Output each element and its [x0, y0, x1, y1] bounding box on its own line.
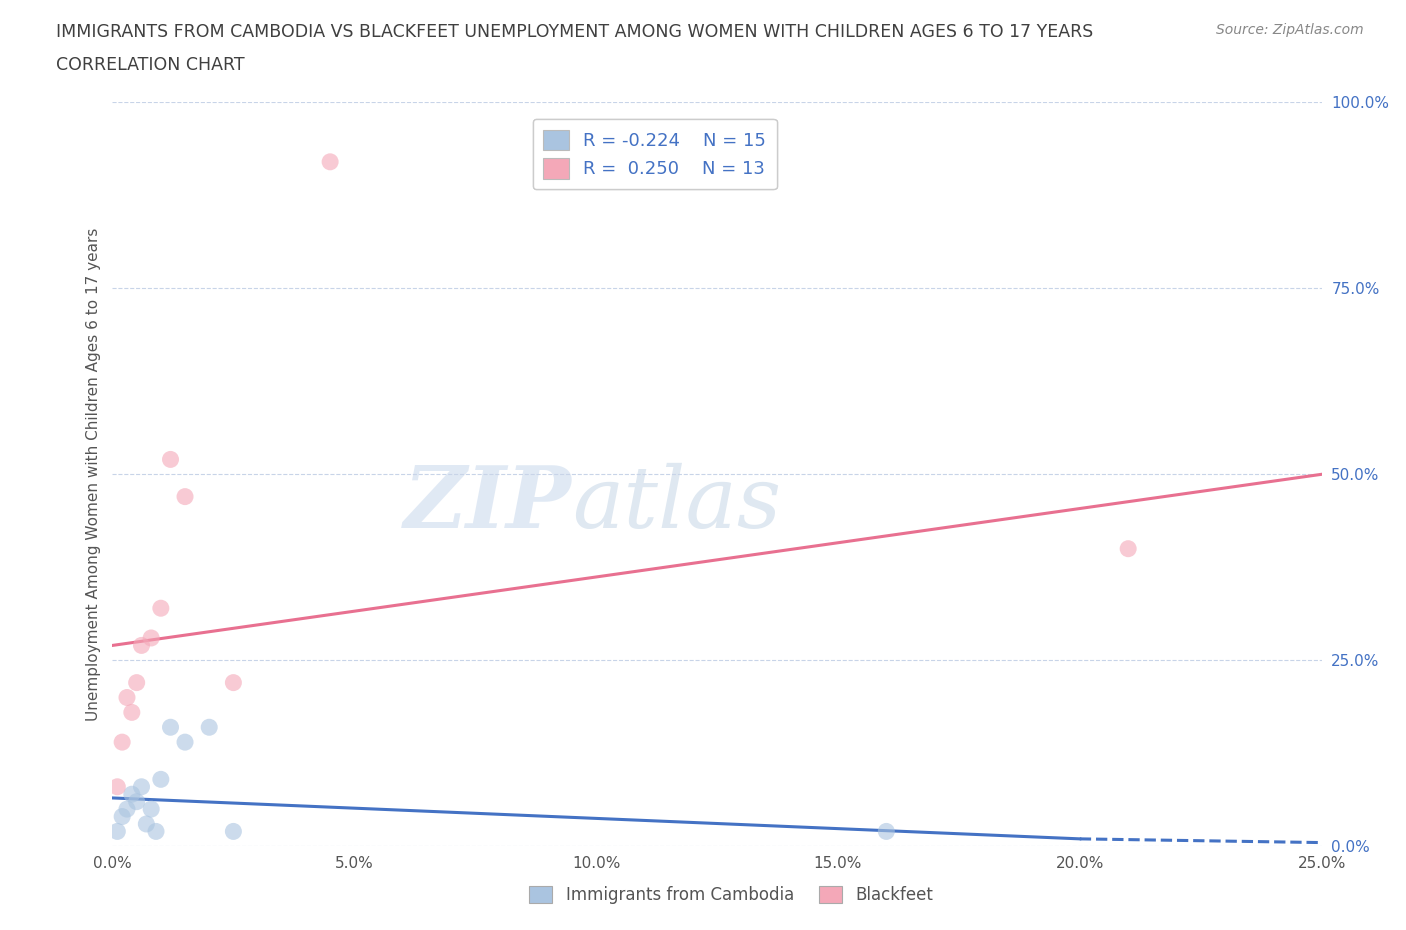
Point — [159, 452, 181, 467]
Point — [174, 735, 197, 750]
Point — [125, 794, 148, 809]
Text: CORRELATION CHART: CORRELATION CHART — [56, 56, 245, 73]
Point — [145, 824, 167, 839]
Point — [111, 809, 134, 824]
Point — [131, 638, 153, 653]
Point — [875, 824, 897, 839]
Point — [1116, 541, 1139, 556]
Point — [115, 690, 138, 705]
Point — [125, 675, 148, 690]
Text: atlas: atlas — [572, 463, 782, 545]
Point — [149, 601, 172, 616]
Point — [121, 705, 143, 720]
Point — [222, 824, 245, 839]
Point — [159, 720, 181, 735]
Point — [149, 772, 172, 787]
Point — [111, 735, 134, 750]
Point — [222, 675, 245, 690]
Point — [319, 154, 342, 169]
Text: IMMIGRANTS FROM CAMBODIA VS BLACKFEET UNEMPLOYMENT AMONG WOMEN WITH CHILDREN AGE: IMMIGRANTS FROM CAMBODIA VS BLACKFEET UN… — [56, 23, 1094, 41]
Y-axis label: Unemployment Among Women with Children Ages 6 to 17 years: Unemployment Among Women with Children A… — [86, 228, 101, 721]
Legend: R = -0.224    N = 15, R =  0.250    N = 13: R = -0.224 N = 15, R = 0.250 N = 13 — [533, 119, 778, 190]
Point — [115, 802, 138, 817]
Legend: Immigrants from Cambodia, Blackfeet: Immigrants from Cambodia, Blackfeet — [520, 878, 942, 912]
Point — [135, 817, 157, 831]
Point — [198, 720, 221, 735]
Text: Source: ZipAtlas.com: Source: ZipAtlas.com — [1216, 23, 1364, 37]
Point — [141, 631, 163, 645]
Point — [131, 779, 153, 794]
Text: ZIP: ZIP — [404, 462, 572, 546]
Point — [121, 787, 143, 802]
Point — [105, 779, 128, 794]
Point — [105, 824, 128, 839]
Point — [141, 802, 163, 817]
Point — [174, 489, 197, 504]
